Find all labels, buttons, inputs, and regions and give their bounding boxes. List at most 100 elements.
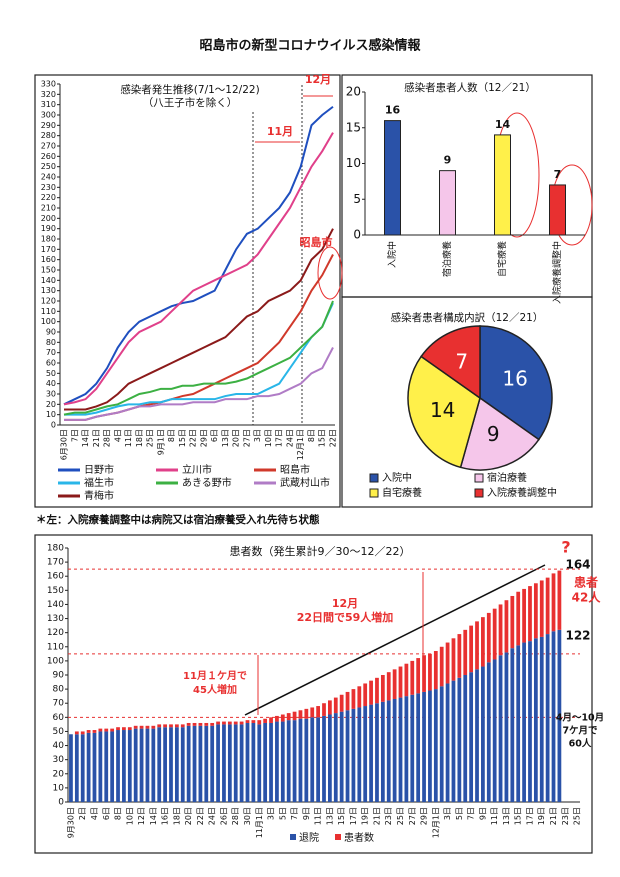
bar-segment bbox=[398, 666, 403, 698]
bar-segment bbox=[304, 708, 309, 719]
bar-segment bbox=[386, 700, 391, 802]
page-title: 昭島市の新型コロナウイルス感染情報 bbox=[199, 38, 421, 54]
y-tick-label: 200 bbox=[41, 214, 56, 223]
bar-segment bbox=[192, 722, 197, 726]
bar-segment bbox=[328, 714, 332, 802]
bar-segment bbox=[322, 715, 326, 802]
legend-label: 宿泊療養 bbox=[487, 471, 527, 484]
x-tick-label: 26日 bbox=[219, 807, 228, 825]
annotation: 12月 bbox=[332, 597, 358, 610]
x-tick-label: 7日 bbox=[290, 807, 299, 820]
line bbox=[63, 105, 334, 406]
bar-segment bbox=[269, 717, 273, 723]
y-tick-label: 0 bbox=[51, 421, 56, 430]
x-tick-label: 11月1日 bbox=[255, 807, 264, 838]
bar-segment bbox=[486, 612, 491, 663]
bar-segment bbox=[233, 721, 238, 725]
y-tick-label: 160 bbox=[47, 572, 64, 582]
y-tick-label: 180 bbox=[47, 544, 64, 554]
y-tick-label: 240 bbox=[41, 173, 56, 182]
bar-segment bbox=[239, 721, 244, 725]
y-tick-label: 30 bbox=[46, 390, 56, 399]
bar-segment bbox=[469, 625, 474, 673]
bar bbox=[384, 120, 401, 236]
bar-segment bbox=[198, 722, 203, 726]
x-tick-label: 17日 bbox=[525, 807, 534, 825]
x-tick-label: 15日 bbox=[178, 429, 187, 447]
bar-segment bbox=[445, 642, 450, 684]
bar-segment bbox=[392, 698, 397, 802]
y-tick-label: 210 bbox=[41, 204, 56, 213]
bar-segment bbox=[86, 730, 91, 733]
bar-segment bbox=[104, 731, 109, 802]
y-tick-label: 30 bbox=[53, 755, 65, 765]
legend-swatch bbox=[369, 473, 379, 483]
y-tick-label: 280 bbox=[41, 131, 56, 140]
x-tick-label: 9日 bbox=[302, 807, 311, 820]
x-tick-label: 25日 bbox=[573, 807, 582, 825]
bar-segment bbox=[257, 724, 262, 802]
bar-segment bbox=[69, 734, 73, 802]
x-tick-label: 自宅療養 bbox=[496, 241, 508, 277]
chart-title: 感染者患者人数（12／21） bbox=[404, 81, 536, 94]
bar-segment bbox=[98, 731, 103, 802]
x-tick-label: 13日 bbox=[502, 807, 511, 825]
y-tick-label: 150 bbox=[41, 266, 56, 275]
x-tick-label: 8日 bbox=[167, 429, 176, 442]
x-tick-label: 20日 bbox=[184, 807, 193, 825]
y-tick-label: 130 bbox=[47, 614, 64, 624]
bar-segment bbox=[186, 725, 191, 802]
y-tick-label: 60 bbox=[46, 359, 56, 368]
bar-segment bbox=[222, 721, 226, 725]
x-tick-label: 5日 bbox=[455, 807, 464, 820]
annotation: 164 bbox=[565, 558, 590, 572]
bar-segment bbox=[522, 642, 526, 802]
legend-swatch bbox=[474, 488, 484, 498]
pie-slice bbox=[407, 355, 481, 469]
legend-label: 自宅療養 bbox=[382, 486, 422, 499]
x-tick-label: 6月30日 bbox=[60, 429, 69, 460]
x-tick-label: 29日 bbox=[199, 429, 208, 447]
bar-segment bbox=[133, 725, 138, 729]
bar-segment bbox=[216, 724, 220, 802]
bar-segment bbox=[345, 710, 350, 802]
bar-segment bbox=[551, 573, 556, 632]
legend-label: 日野市 bbox=[84, 463, 114, 476]
y-tick-label: 330 bbox=[41, 80, 56, 89]
bar-segment bbox=[157, 724, 162, 728]
legend-label: 立川市 bbox=[182, 463, 212, 476]
y-tick-label: 310 bbox=[41, 100, 56, 109]
annotation: 昭島市 bbox=[300, 235, 333, 249]
x-tick-label: 15日 bbox=[514, 807, 523, 825]
data-label: 9 bbox=[487, 422, 500, 446]
legend-label: 退院 bbox=[299, 831, 319, 844]
y-tick-label: 140 bbox=[41, 276, 56, 285]
x-tick-label: 27日 bbox=[408, 807, 417, 825]
y-tick-label: 300 bbox=[41, 111, 56, 120]
y-tick-label: 20 bbox=[46, 400, 56, 409]
y-tick-label: 110 bbox=[41, 307, 56, 316]
x-tick-label: 21日 bbox=[92, 429, 101, 447]
bar-segment bbox=[169, 724, 173, 728]
bar-segment bbox=[528, 641, 532, 802]
bar-segment bbox=[510, 595, 515, 649]
bar-segment bbox=[357, 707, 362, 802]
legend-label: 入院療養調整中 bbox=[487, 486, 557, 499]
bar-segment bbox=[516, 645, 521, 802]
x-tick-label: 16日 bbox=[161, 807, 170, 825]
bar-segment bbox=[233, 724, 238, 802]
bar-segment bbox=[298, 710, 303, 719]
y-tick-label: 10 bbox=[346, 156, 361, 170]
y-tick-label: 230 bbox=[41, 183, 56, 192]
bar-segment bbox=[469, 672, 474, 802]
bar-segment bbox=[110, 728, 115, 732]
bar-segment bbox=[133, 728, 138, 802]
y-tick-label: 20 bbox=[53, 769, 65, 779]
bar-segment bbox=[357, 686, 362, 708]
x-tick-label: 11日 bbox=[490, 807, 499, 825]
y-tick-label: 260 bbox=[41, 152, 56, 161]
x-tick-label: 23日 bbox=[384, 807, 393, 825]
bar-segment bbox=[174, 724, 179, 728]
bar-segment bbox=[145, 728, 150, 802]
bar-segment bbox=[345, 691, 350, 711]
